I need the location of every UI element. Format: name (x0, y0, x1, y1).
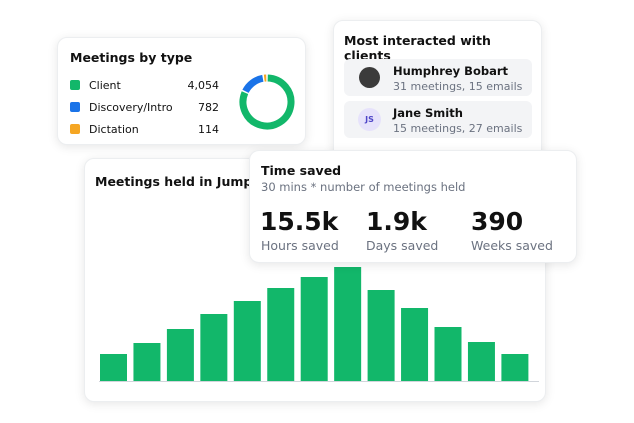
time-saved-card: Time saved 30 mins * number of meetings … (249, 150, 577, 263)
stat-value: 1.9k (366, 207, 427, 236)
bar (300, 277, 328, 381)
donut-segment (242, 74, 264, 94)
avatar-initials: JS (358, 108, 381, 131)
legend-value: 4,054 (187, 79, 220, 92)
legend-label: Discovery/Intro (89, 101, 173, 114)
bar (434, 327, 462, 381)
bar (467, 342, 495, 381)
client-name: Humphrey Bobart (393, 64, 509, 78)
card-title: Meetings held in Jump (95, 174, 253, 189)
avatar (359, 67, 380, 88)
bar (367, 290, 395, 381)
stat-label: Days saved (366, 238, 439, 253)
legend-label: Dictation (89, 123, 139, 136)
donut-segment (239, 74, 295, 130)
bar (401, 308, 429, 381)
bar (267, 288, 295, 381)
client-name: Jane Smith (393, 106, 463, 120)
bar (200, 314, 228, 381)
card-title: Meetings by type (70, 50, 193, 65)
legend-swatch (70, 124, 80, 134)
client-row: JS Jane Smith 15 meetings, 27 emails (344, 101, 532, 138)
meetings-type-card: Meetings by type Client 4,054 Discovery/In… (57, 37, 306, 145)
card-subtitle: 30 mins * number of meetings held (261, 180, 466, 194)
stat-value: 15.5k (260, 207, 339, 236)
stat-label: Weeks saved (471, 238, 553, 253)
client-detail: 31 meetings, 15 emails (393, 80, 523, 93)
clients-card: Most interacted with clients Humphrey Bo… (333, 20, 542, 160)
stat-value: 390 (471, 207, 524, 236)
legend-value: 114 (198, 123, 219, 136)
bar (133, 343, 161, 381)
bar (334, 267, 362, 381)
bar (100, 354, 127, 381)
legend-label: Client (89, 79, 121, 92)
donut-chart (239, 74, 295, 130)
bar (166, 329, 194, 381)
stat-label: Hours saved (261, 238, 339, 253)
bar-chart (99, 267, 539, 382)
legend-swatch (70, 102, 80, 112)
legend-value: 782 (198, 101, 219, 114)
client-row: Humphrey Bobart 31 meetings, 15 emails (344, 59, 532, 96)
bar (233, 301, 261, 381)
bar (501, 354, 529, 381)
card-title: Time saved (261, 163, 342, 178)
legend-swatch (70, 80, 80, 90)
client-detail: 15 meetings, 27 emails (393, 122, 523, 135)
